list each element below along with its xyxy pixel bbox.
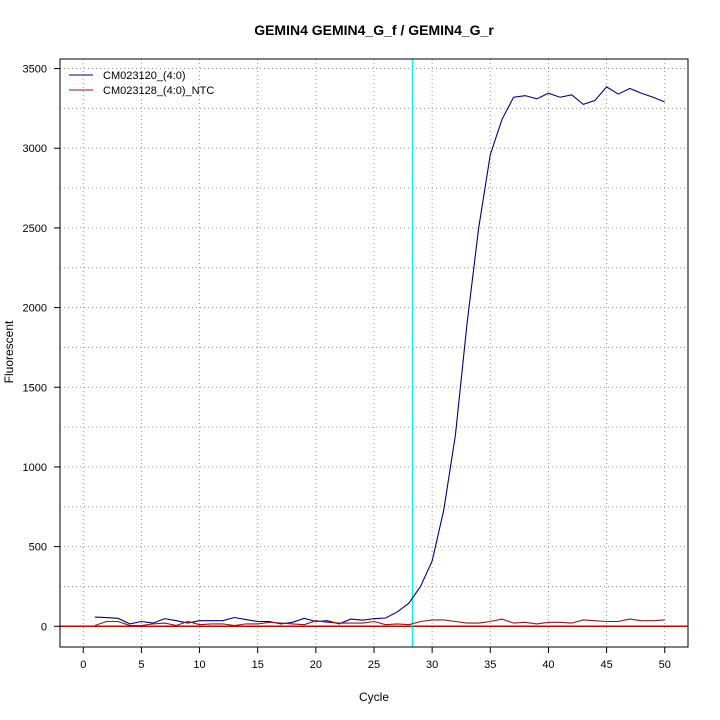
x-tick-label: 20 <box>310 659 322 671</box>
y-tick-label: 3500 <box>23 64 47 76</box>
x-tick-label: 50 <box>659 659 671 671</box>
x-tick-label: 30 <box>426 659 438 671</box>
x-tick-label: 25 <box>368 659 380 671</box>
x-tick-label: 0 <box>80 659 86 671</box>
legend-label: CM023120_(4:0) <box>103 70 186 82</box>
axes: 0 5 10 15 20 25 30 35 40 45 5005001000150020002500… <box>23 64 671 671</box>
reference-lines <box>60 59 688 647</box>
x-tick-label: 15 <box>252 659 264 671</box>
y-tick-label: 1000 <box>23 462 47 474</box>
series-line-2 <box>94 618 665 627</box>
legend-label: CM023128_(4:0)_NTC <box>103 85 214 97</box>
legend: CM023120_(4:0) CM023128_(4:0)_NTC <box>69 70 214 97</box>
y-tick-label: 500 <box>29 542 47 554</box>
y-tick-label: 2000 <box>23 303 47 315</box>
series-line-1 <box>94 86 665 625</box>
x-tick-label: 40 <box>542 659 554 671</box>
y-axis-label: Fluorescent <box>2 320 16 383</box>
series-lines <box>94 86 665 627</box>
x-tick-label: 45 <box>600 659 612 671</box>
x-tick-label: 5 <box>138 659 144 671</box>
y-tick-label: 2500 <box>23 223 47 235</box>
chart-title: GEMIN4 GEMIN4_G_f / GEMIN4_G_r <box>254 22 494 38</box>
x-axis-label: Cycle <box>359 690 389 704</box>
y-tick-label: 0 <box>41 621 47 633</box>
y-tick-label: 3000 <box>23 143 47 155</box>
y-tick-label: 1500 <box>23 382 47 394</box>
x-tick-label: 10 <box>193 659 205 671</box>
x-tick-label: 35 <box>484 659 496 671</box>
